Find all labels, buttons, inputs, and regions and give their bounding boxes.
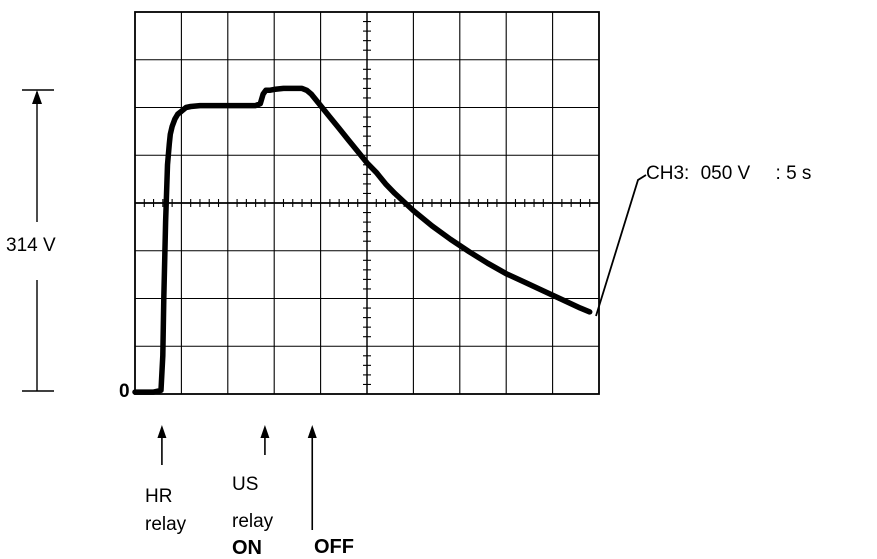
trace-point [392, 191, 397, 196]
trace-point [160, 353, 165, 358]
trace-point [137, 389, 142, 395]
trace-point [383, 181, 388, 187]
trace-point [346, 137, 351, 143]
hr-label: HR [145, 486, 173, 507]
trace-point [225, 103, 230, 108]
relay-on-label: ON [232, 537, 262, 559]
trace-point [132, 389, 138, 395]
amplitude-arrowhead [32, 90, 42, 104]
us-relay-label: relay [232, 511, 274, 532]
trace-point [267, 88, 272, 93]
trace-point [327, 114, 333, 120]
trace-point [146, 389, 152, 395]
relay-off-label: OFF [314, 536, 354, 558]
trace-layer [132, 85, 593, 395]
trace-point [578, 305, 583, 311]
trace-point [290, 86, 295, 91]
trace-point [263, 88, 268, 93]
trace-point [504, 271, 509, 276]
zero-marker: 0 [119, 381, 130, 402]
annotation-arrowhead [157, 425, 167, 438]
trace-point [258, 101, 263, 106]
hr-relay-label: relay [145, 514, 187, 535]
trace-point [167, 141, 172, 146]
trace-point [234, 103, 240, 108]
center-axis-ticks [135, 12, 599, 394]
trace-point [401, 199, 407, 205]
trace-point [411, 208, 416, 213]
amplitude-label: 314 V [6, 235, 56, 256]
trace-point [309, 91, 314, 97]
trace-point [142, 389, 147, 395]
trace-point [244, 103, 249, 108]
trace-point [448, 237, 453, 242]
trace-point [337, 126, 342, 131]
trace-point [364, 160, 370, 166]
trace-point [168, 132, 173, 137]
trace-point [587, 309, 592, 315]
trace-point [169, 124, 175, 129]
amplitude-indicator [22, 89, 54, 392]
trace-point [163, 219, 168, 225]
trace-point [466, 249, 472, 254]
trace-point [260, 91, 266, 97]
channel-leader-line [595, 174, 647, 317]
trace-point [374, 170, 379, 175]
us-label: US [232, 474, 259, 495]
trace-point [299, 86, 305, 91]
trace-point [188, 104, 193, 109]
trace-point [281, 86, 286, 91]
trace-point [559, 297, 565, 302]
trace-point [355, 149, 360, 154]
volts-per-division: 050 V [700, 163, 751, 184]
time-per-division: : 5 s [775, 163, 812, 184]
trace-point [165, 162, 170, 167]
trace-point [151, 389, 156, 395]
annotation-arrowhead [260, 425, 270, 438]
trace-point [272, 87, 277, 92]
trace-point [253, 103, 258, 108]
trace-point [161, 296, 166, 301]
trace-point [429, 223, 435, 229]
trace-point [175, 112, 180, 117]
trace-point [172, 116, 178, 122]
channel-name: CH3: [646, 163, 690, 184]
trace-point [183, 105, 189, 110]
annotation-arrowhead [307, 425, 317, 438]
trace-point [207, 103, 212, 108]
trace-point [197, 103, 203, 108]
channel-label: CH3: 050 V : 5 s [646, 163, 811, 185]
trace-point [158, 388, 164, 393]
trace-point [216, 103, 221, 108]
annotation-arrows [157, 425, 317, 530]
trace-point [318, 103, 323, 108]
trace-point [485, 261, 490, 266]
trace-point [304, 88, 309, 93]
trace-point [179, 109, 184, 114]
trace-point [522, 280, 527, 285]
trace-point [541, 288, 546, 294]
